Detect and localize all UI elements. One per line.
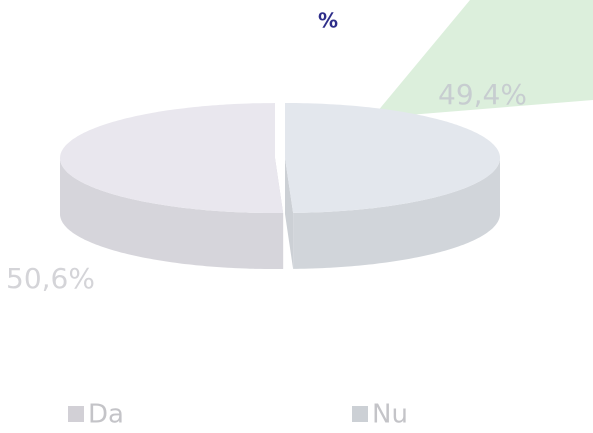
data-label: 50,6% <box>6 262 95 295</box>
legend-swatch <box>352 406 368 422</box>
slice-side <box>284 157 294 269</box>
slice-side <box>293 158 500 269</box>
legend: Da Nu <box>68 400 408 430</box>
slice-side <box>60 158 284 269</box>
slice <box>60 103 284 213</box>
slice <box>284 103 500 213</box>
legend-label: Nu <box>372 400 408 430</box>
chart-title: % <box>318 9 338 33</box>
legend-swatch <box>68 406 84 422</box>
label-callout <box>372 0 593 118</box>
legend-label: Da <box>88 400 124 430</box>
pie <box>60 103 500 270</box>
data-label: 49,4% <box>438 78 527 111</box>
